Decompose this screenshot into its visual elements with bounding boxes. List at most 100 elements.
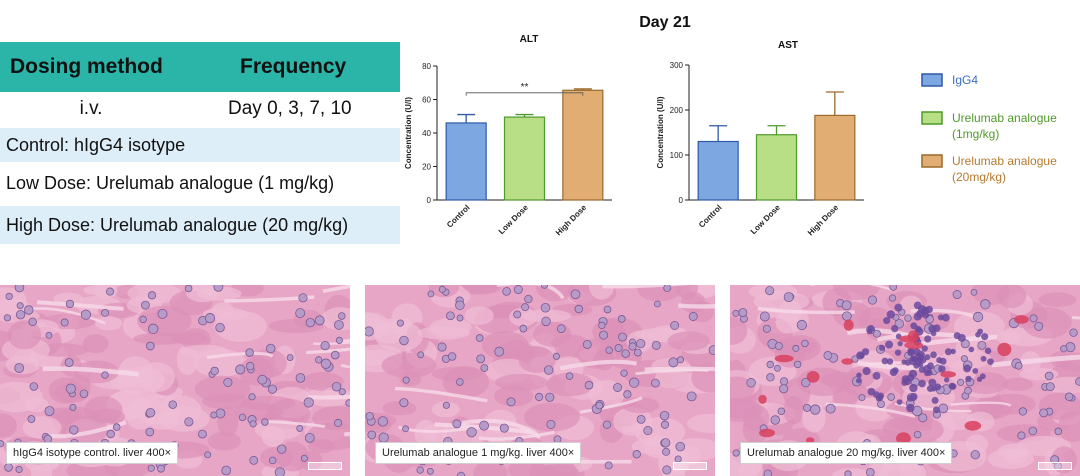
nucleus	[215, 322, 225, 333]
nucleus	[628, 342, 637, 351]
nucleus	[546, 419, 556, 429]
tissue-blob	[260, 447, 293, 469]
nucleus	[45, 331, 53, 339]
legend-label-line: Urelumab analogue	[952, 111, 1057, 125]
nucleus	[1054, 427, 1063, 436]
tissue-blob	[730, 316, 748, 345]
inflammatory-cell	[987, 358, 994, 365]
inflammatory-cell	[937, 314, 944, 321]
nucleus	[964, 386, 972, 395]
inflammatory-cell	[928, 378, 937, 387]
nucleus	[426, 467, 434, 475]
nucleus	[770, 415, 780, 425]
tissue-blob	[1022, 307, 1072, 339]
inflammatory-cell	[872, 391, 880, 399]
tissue-blob	[996, 330, 1022, 345]
nucleus	[1034, 321, 1044, 331]
nucleus	[466, 427, 477, 438]
nucleus	[661, 438, 671, 448]
tissue-blob	[532, 321, 572, 347]
nucleus	[970, 450, 980, 460]
tissue-blob	[381, 352, 437, 379]
bar-high-dose	[562, 89, 604, 201]
nucleus	[803, 403, 812, 412]
inflammatory-cell	[938, 365, 946, 373]
histology-image-high-dose: Urelumab analogue 20 mg/kg. liver 400×	[730, 285, 1080, 476]
nucleus	[338, 388, 346, 396]
nucleus	[574, 304, 583, 314]
inflammatory-cell	[917, 353, 924, 360]
nucleus	[305, 317, 315, 328]
inflammatory-cell	[894, 349, 902, 356]
nucleus	[763, 469, 773, 476]
nucleus	[417, 351, 425, 359]
nucleus	[762, 324, 771, 333]
nucleus	[779, 377, 789, 386]
nucleus	[16, 302, 24, 310]
nucleus	[79, 389, 89, 399]
nucleus	[28, 317, 37, 327]
nucleus	[686, 391, 697, 402]
nucleus	[746, 378, 756, 388]
tissue-blob	[431, 401, 460, 418]
red-blood-cell	[774, 354, 794, 363]
sinusoid	[579, 396, 643, 414]
nucleus	[779, 384, 789, 394]
nucleus	[662, 447, 671, 456]
bar-control	[445, 122, 487, 201]
nucleus	[365, 326, 374, 337]
inflammatory-cell	[906, 403, 915, 413]
red-blood-cell	[940, 371, 957, 378]
nucleus	[599, 330, 609, 340]
tissue-blob	[95, 316, 123, 331]
inflammatory-cell	[913, 312, 922, 321]
nucleus	[844, 470, 852, 476]
nucleus	[141, 300, 150, 310]
nucleus	[399, 335, 409, 346]
nucleus	[502, 287, 511, 296]
nucleus	[334, 418, 343, 427]
nucleus	[274, 467, 286, 476]
scale-bar	[1038, 462, 1072, 470]
inflammatory-cell	[910, 322, 918, 330]
nucleus	[304, 432, 315, 443]
nucleus	[766, 373, 775, 382]
tissue-blob	[197, 286, 242, 301]
nucleus	[620, 369, 628, 377]
inflammatory-cell	[936, 357, 943, 364]
y-tick-label: 200	[670, 106, 684, 115]
nucleus	[668, 357, 679, 368]
inflammatory-cell	[885, 340, 894, 349]
nucleus	[455, 300, 465, 311]
histology-caption-control: hIgG4 isotype control. liver 400×	[6, 442, 179, 464]
nucleus	[15, 309, 26, 320]
tissue-blob	[613, 406, 653, 436]
nucleus	[24, 305, 34, 315]
nucleus	[248, 393, 256, 401]
tissue-blob	[667, 331, 710, 351]
nucleus	[604, 461, 613, 470]
nucleus	[1060, 345, 1068, 353]
nucleus	[198, 429, 207, 439]
tissue-blob	[207, 431, 241, 451]
nucleus	[1064, 392, 1074, 402]
nucleus	[623, 390, 632, 399]
sinusoid	[602, 285, 690, 289]
inflammatory-cell	[921, 345, 928, 352]
nucleus	[257, 374, 268, 385]
inflammatory-cell	[980, 355, 987, 362]
tissue-blob	[241, 395, 296, 411]
tissue-blob	[147, 412, 179, 430]
sinusoid	[478, 430, 555, 441]
x-tick-label: Low Dose	[497, 203, 530, 236]
nucleus	[595, 401, 604, 410]
nucleus	[766, 360, 775, 369]
nucleus	[617, 315, 626, 323]
header-dosing-method: Dosing method	[10, 55, 163, 78]
nucleus	[841, 300, 852, 311]
sinusoid	[394, 386, 488, 403]
nucleus	[977, 340, 987, 350]
nucleus	[1039, 408, 1049, 418]
sinusoid	[42, 366, 139, 377]
